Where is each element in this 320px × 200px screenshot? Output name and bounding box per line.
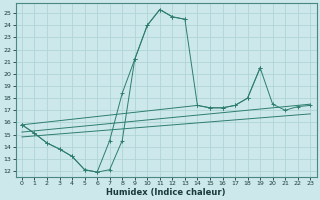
X-axis label: Humidex (Indice chaleur): Humidex (Indice chaleur) [106,188,226,197]
